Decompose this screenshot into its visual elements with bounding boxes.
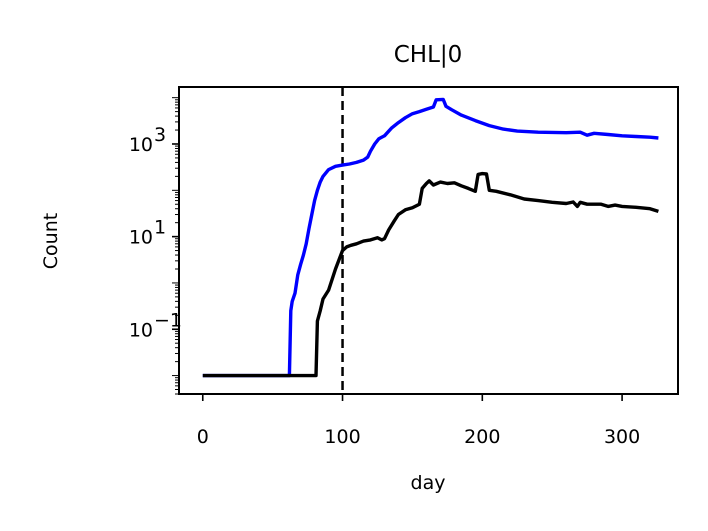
series-line-0 (202, 97, 659, 378)
x-tick-label: 200 (464, 426, 500, 448)
y-tick-exponent: 1 (154, 217, 166, 239)
y-tick-label: 10 (129, 227, 153, 249)
y-tick-label: 10 (129, 134, 153, 156)
plot-frame (178, 86, 679, 395)
x-tick-label: 100 (324, 426, 360, 448)
series-line-1 (202, 171, 659, 378)
y-axis-label: Count (40, 213, 62, 269)
series-layer (202, 97, 659, 378)
x-axis-label: day (411, 472, 446, 494)
y-tick-exponent: 3 (154, 124, 166, 146)
x-tick-label: 300 (604, 426, 640, 448)
y-tick-label: 10 (129, 319, 153, 341)
chart-title: CHL|0 (394, 42, 463, 68)
x-tick-label: 0 (197, 426, 209, 448)
y-tick-exponent: −1 (154, 309, 182, 331)
